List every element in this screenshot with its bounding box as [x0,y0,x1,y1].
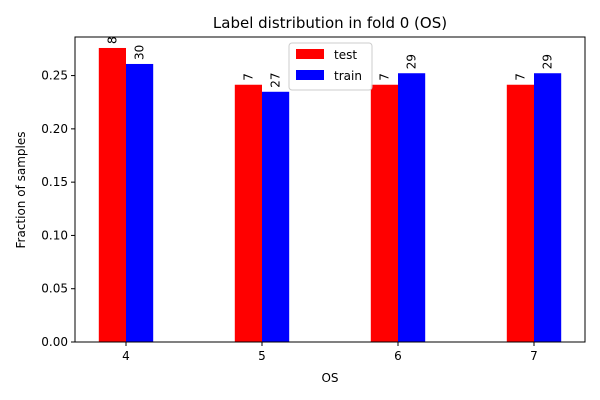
legend: test train [288,42,373,91]
y-axis-label: Fraction of samples [14,132,28,249]
legend-swatch-train [296,70,324,80]
bar-test-6 [370,84,398,343]
bar-label-test-4: 8 [105,36,119,44]
bar-test-7 [506,84,534,343]
bar-label-train-6: 29 [405,54,419,69]
axes-frame [74,36,586,343]
legend-label-train: train [334,69,362,83]
y-tick-label: 0.00 [41,335,68,349]
bar-label-test-7: 7 [513,73,527,81]
bar-label-test-6: 7 [377,73,391,81]
bar-train-7 [534,73,562,343]
legend-label-test: test [334,48,357,62]
legend-swatch-test [296,49,324,59]
bar-label-test-5: 7 [241,73,255,81]
bar-test-4 [98,47,126,342]
y-tick-label: 0.20 [41,122,68,136]
bar-train-4 [126,63,154,342]
bar-label-train-4: 30 [133,45,147,60]
plot-area: 8 7 7 7 30 27 29 29 0.00 0.05 0.10 0.15 0.20 0.25 4 5 6 7 [41,36,586,363]
x-tick-label: 7 [530,349,538,363]
y-tick-label: 0.05 [41,282,68,296]
y-tick-label: 0.25 [41,69,68,83]
bar-train-6 [398,73,426,343]
x-tick-label: 6 [394,349,402,363]
x-tick-label: 5 [258,349,266,363]
bar-label-train-5: 27 [269,72,283,87]
x-tick-label: 4 [122,349,130,363]
chart-title: Label distribution in fold 0 (OS) [213,14,447,32]
y-tick-label: 0.10 [41,228,68,242]
bar-label-train-7: 29 [541,54,555,69]
bar-test-5 [234,84,262,343]
x-axis-label: OS [321,371,338,385]
y-tick-label: 0.15 [41,175,68,189]
bar-train-5 [262,91,290,342]
